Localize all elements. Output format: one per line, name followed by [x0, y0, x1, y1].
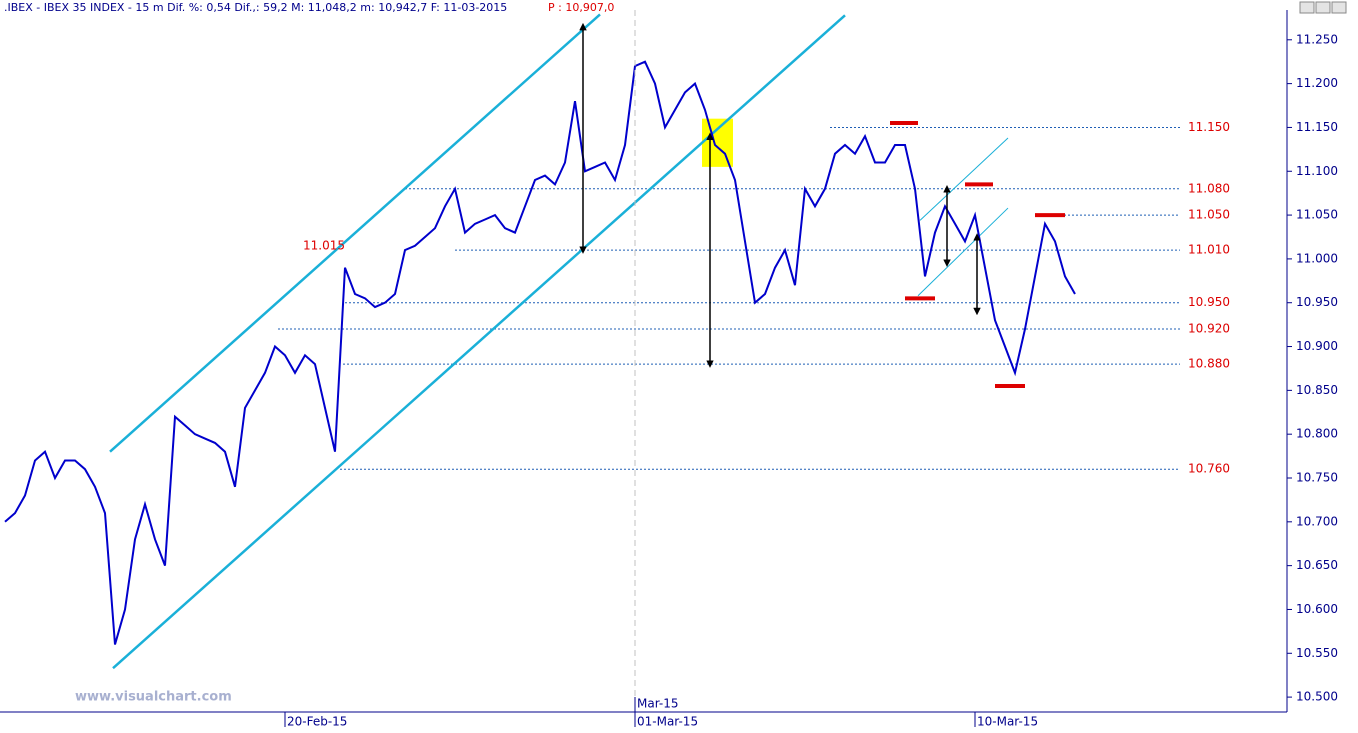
point-label: 11.015: [303, 238, 345, 252]
x-tick-label: 01-Mar-15: [637, 715, 698, 729]
plot-area: [4, 13, 1180, 670]
x-tick-label: 10-Mar-15: [977, 715, 1038, 729]
month-label: Mar-15: [637, 697, 678, 711]
maximize-button[interactable]: [1315, 1, 1331, 14]
minimize-button[interactable]: [1299, 1, 1315, 14]
highlight-box: [702, 118, 733, 167]
level-label: 10.920: [1188, 322, 1230, 336]
close-button[interactable]: [1331, 1, 1347, 14]
y-tick-label: 10.750: [1296, 471, 1338, 485]
level-label: 11.010: [1188, 243, 1230, 257]
y-tick-label: 11.100: [1296, 164, 1338, 178]
y-tick-label: 11.150: [1296, 120, 1338, 134]
price-line: [4, 60, 1076, 645]
level-label: 11.080: [1188, 181, 1230, 195]
y-tick-label: 11.250: [1296, 32, 1338, 46]
trend-line: [917, 207, 1009, 297]
x-tick-label: 20-Feb-15: [287, 715, 347, 729]
y-tick-label: 10.550: [1296, 646, 1338, 660]
y-tick-label: 10.800: [1296, 427, 1338, 441]
y-tick-label: 10.900: [1296, 339, 1338, 353]
level-label: 10.760: [1188, 462, 1230, 476]
y-tick-label: 11.050: [1296, 208, 1338, 222]
trend-line: [112, 14, 846, 670]
y-tick-label: 11.200: [1296, 76, 1338, 90]
level-label: 11.150: [1188, 120, 1230, 134]
trend-line: [919, 137, 1009, 221]
level-label: 10.950: [1188, 295, 1230, 309]
y-tick-label: 10.650: [1296, 558, 1338, 572]
y-tick-label: 10.700: [1296, 514, 1338, 528]
y-tick-label: 10.950: [1296, 295, 1338, 309]
trend-line: [109, 13, 601, 453]
watermark: www.visualchart.com: [75, 690, 232, 705]
level-label: 10.880: [1188, 357, 1230, 371]
y-tick-label: 10.500: [1296, 690, 1338, 704]
header-price: P : 10,907,0: [548, 1, 614, 14]
y-tick-label: 10.850: [1296, 383, 1338, 397]
y-tick-label: 11.000: [1296, 251, 1338, 265]
window-controls[interactable]: [1299, 1, 1347, 14]
level-label: 11.050: [1188, 208, 1230, 222]
y-tick-label: 10.600: [1296, 602, 1338, 616]
header-info: .IBEX - IBEX 35 INDEX - 15 m Dif. %: 0,5…: [4, 1, 507, 14]
